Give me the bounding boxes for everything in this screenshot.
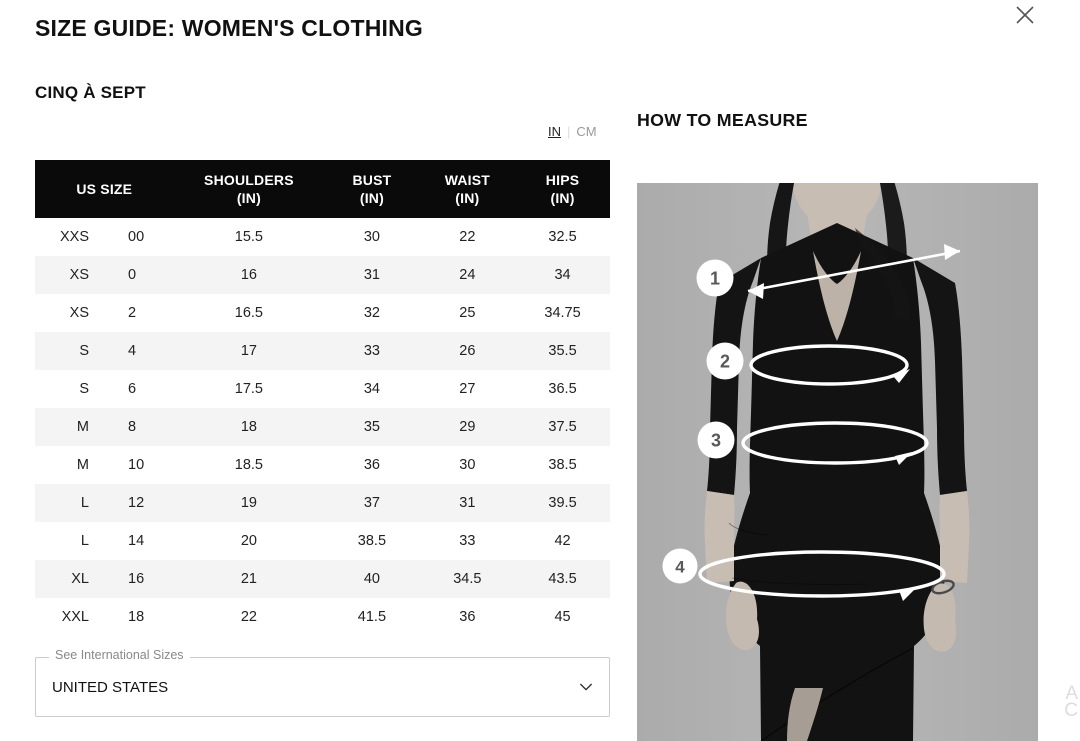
svg-text:1: 1: [710, 269, 720, 289]
svg-text:2: 2: [720, 352, 730, 372]
svg-text:4: 4: [675, 558, 685, 577]
svg-text:3: 3: [711, 431, 721, 451]
